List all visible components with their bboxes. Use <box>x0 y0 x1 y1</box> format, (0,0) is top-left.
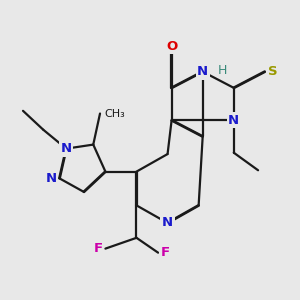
Text: H: H <box>218 64 227 77</box>
Text: N: N <box>197 65 208 78</box>
Text: O: O <box>166 40 177 53</box>
Text: F: F <box>161 246 170 259</box>
Text: CH₃: CH₃ <box>104 109 125 118</box>
Text: S: S <box>268 65 277 78</box>
Text: N: N <box>61 142 72 155</box>
Text: N: N <box>162 217 173 230</box>
Text: F: F <box>94 242 103 255</box>
Text: N: N <box>228 114 239 127</box>
Text: N: N <box>46 172 57 185</box>
